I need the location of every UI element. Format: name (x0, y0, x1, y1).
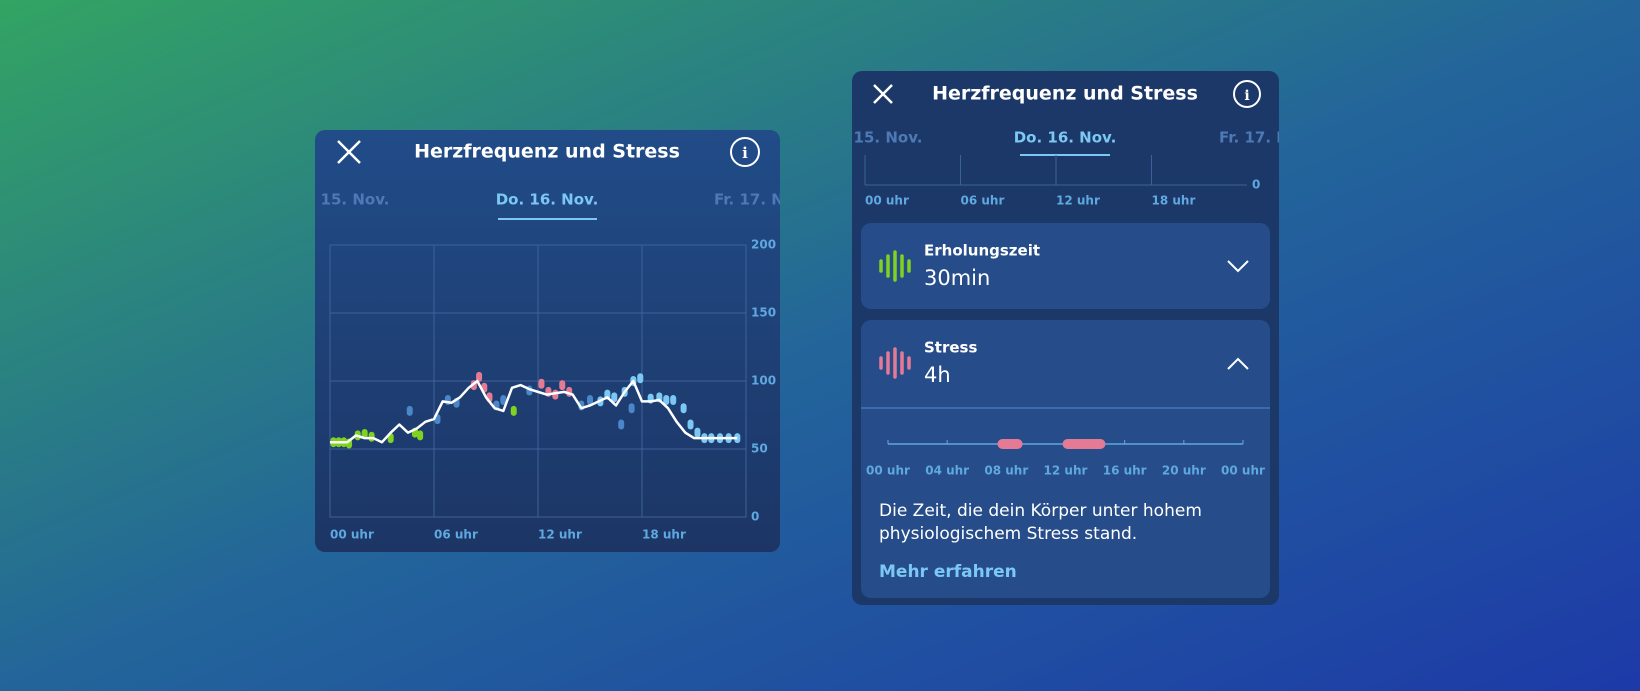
card (315, 130, 780, 552)
recovery-card[interactable] (861, 223, 1270, 309)
x-tick-label: 00 uhr (865, 194, 909, 208)
x-tick-label: 00 uhr (866, 464, 910, 478)
hr-point (618, 419, 625, 430)
learn-more-link[interactable]: Mehr erfahren (879, 562, 1017, 582)
hr-point (510, 405, 517, 416)
x-tick-label: 00 uhr (1221, 464, 1265, 478)
chevron-down[interactable] (1227, 260, 1249, 273)
y-tick-label: 0 (1252, 178, 1260, 192)
x-tick-label: 16 uhr (1103, 464, 1147, 478)
hr-point (694, 427, 701, 438)
y-tick-label: 100 (751, 374, 776, 388)
stress-segment (997, 439, 1023, 449)
hr-point (663, 395, 670, 406)
chevron-up[interactable] (1227, 357, 1249, 370)
stress-label: Stress (924, 339, 977, 357)
close-icon[interactable] (873, 84, 893, 104)
svg-text:i: i (742, 144, 748, 162)
hr-line (330, 379, 738, 444)
info-icon[interactable]: i (730, 137, 760, 167)
hr-point (587, 395, 593, 406)
hr-point (538, 378, 545, 389)
hr-point (476, 371, 483, 382)
hr-point (680, 403, 687, 414)
left-panel: Herzfrequenz und Stress i 15. Nov. Do. 1… (315, 130, 808, 552)
x-tick-label: 06 uhr (434, 528, 478, 542)
hr-point (406, 405, 413, 416)
hr-point (687, 419, 694, 430)
close-icon[interactable] (337, 140, 361, 164)
stress-description: Die Zeit, die dein Körper unter hohem ph… (879, 501, 1202, 544)
hr-point (628, 403, 635, 414)
right-panel: Herzfrequenz und Stress i 15. Nov. Do. 1… (852, 71, 1313, 605)
svg-text:i: i (1244, 88, 1249, 104)
x-tick-label: 20 uhr (1162, 464, 1206, 478)
y-tick-label: 0 (751, 510, 759, 524)
x-tick-label: 04 uhr (925, 464, 969, 478)
date-prev[interactable]: 15. Nov. (321, 191, 390, 209)
hr-point (670, 395, 677, 406)
y-tick-label: 150 (751, 306, 776, 320)
date-next[interactable]: Fr. 17. Nov. (1219, 129, 1313, 147)
x-tick-label: 12 uhr (1056, 194, 1100, 208)
x-tick-label: 12 uhr (1044, 464, 1088, 478)
stress-icon (879, 347, 911, 379)
x-tick-label: 06 uhr (961, 194, 1005, 208)
x-tick-label: 18 uhr (642, 528, 686, 542)
hr-point (417, 430, 424, 441)
date-current[interactable]: Do. 16. Nov. (1014, 129, 1117, 147)
x-tick-label: 00 uhr (330, 528, 374, 542)
hr-point (500, 395, 507, 406)
info-icon[interactable]: i (1233, 80, 1261, 108)
title: Herzfrequenz und Stress (414, 141, 680, 163)
recovery-label: Erholungszeit (924, 242, 1040, 260)
x-tick-label: 08 uhr (984, 464, 1028, 478)
date-current[interactable]: Do. 16. Nov. (496, 191, 599, 209)
x-tick-label: 12 uhr (538, 528, 582, 542)
recovery-icon (879, 250, 911, 282)
hr-point (637, 373, 644, 384)
date-next[interactable]: Fr. 17. Nov. (714, 191, 808, 209)
hr-point (611, 392, 618, 403)
y-tick-label: 50 (751, 442, 768, 456)
x-tick-label: 18 uhr (1152, 194, 1196, 208)
recovery-value: 30min (924, 266, 990, 290)
stress-value: 4h (924, 363, 951, 387)
date-prev[interactable]: 15. Nov. (854, 129, 923, 147)
y-tick-label: 200 (751, 238, 776, 252)
title: Herzfrequenz und Stress (932, 83, 1198, 105)
hr-point (368, 431, 375, 442)
stress-segment (1062, 439, 1106, 449)
hr-point (559, 380, 566, 391)
stress-card (861, 320, 1270, 598)
